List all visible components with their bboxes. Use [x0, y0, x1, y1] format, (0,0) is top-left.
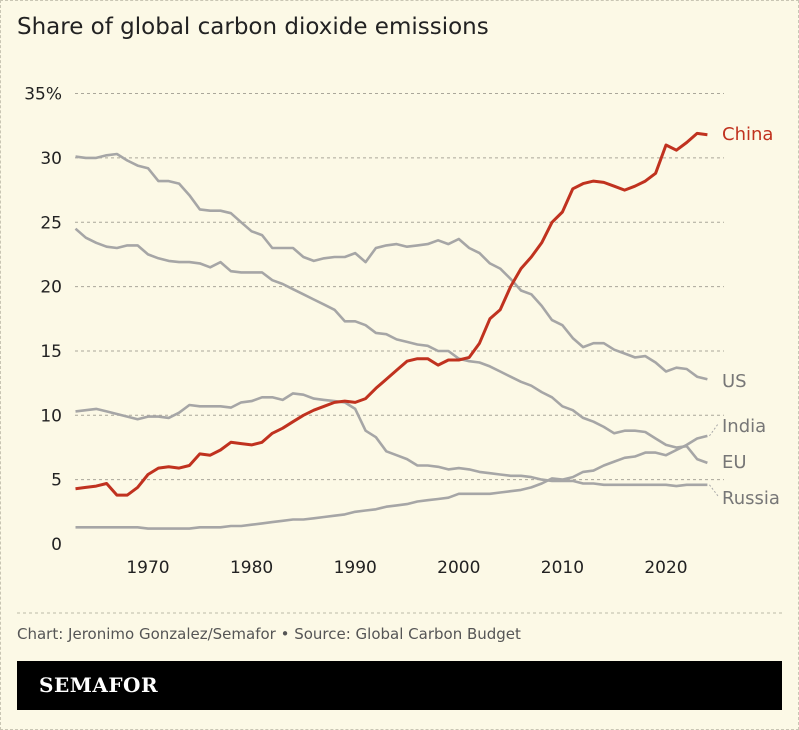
y-axis-ticks: 0 5 10 15 20 25 30 35% [24, 85, 62, 555]
series-label-eu: EU [722, 452, 747, 473]
series-label-india: India [722, 416, 766, 437]
y-tick-label: 35% [24, 85, 62, 105]
logo-band: SEMAFOR [17, 661, 782, 710]
gridlines [75, 93, 724, 481]
y-tick-label: 5 [51, 471, 62, 491]
series-label-us: US [722, 371, 747, 392]
series-line-india [75, 434, 708, 530]
semafor-logo: SEMAFOR [39, 673, 159, 697]
x-tick-label: 1980 [230, 558, 273, 578]
series-label-china: China [722, 124, 773, 145]
source-note: Chart: Jeronimo Gonzalez/Semafor • Sourc… [17, 625, 521, 643]
line-chart: 0 5 10 15 20 25 30 35% 1970 1980 1990 2000 2010 2020… [17, 85, 782, 614]
y-tick-label: 30 [40, 149, 62, 169]
series-line-russia [75, 392, 708, 488]
x-tick-label: 1990 [334, 558, 377, 578]
x-axis-ticks: 1970 1980 1990 2000 2010 2020 [126, 558, 687, 578]
series-line-eu [74, 227, 708, 465]
y-tick-label: 15 [40, 342, 62, 362]
series-lines [74, 131, 708, 530]
x-tick-label: 2000 [437, 558, 480, 578]
series-labels: Russia EU India US China [709, 124, 780, 509]
y-tick-label: 10 [40, 406, 62, 426]
series-line-china [75, 131, 708, 497]
series-line-us [75, 152, 708, 381]
label-leader [709, 484, 719, 497]
x-tick-label: 1970 [126, 558, 169, 578]
series-label-russia: Russia [722, 488, 780, 509]
y-tick-label: 0 [51, 535, 62, 555]
y-tick-label: 20 [40, 278, 62, 298]
x-tick-label: 2020 [644, 558, 687, 578]
y-tick-label: 25 [40, 213, 62, 233]
x-tick-label: 2010 [541, 558, 584, 578]
chart-title: Share of global carbon dioxide emissions [17, 14, 489, 40]
label-leader [709, 423, 719, 437]
